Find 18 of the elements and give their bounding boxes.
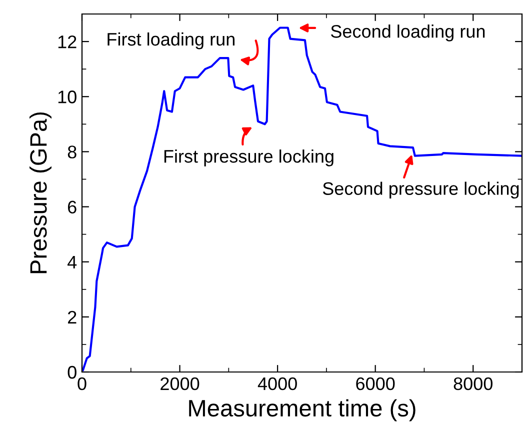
y-tick-label: 4 [68, 256, 77, 268]
y-tick-label: 0 [68, 366, 76, 379]
y-tick-label: 2 [68, 310, 76, 324]
annotation: First loading run [108, 32, 234, 50]
y-tick-label: 12 [58, 35, 76, 48]
x-tick-label: 4000 [258, 377, 297, 390]
x-tick-label: 0 [78, 377, 86, 390]
y-tick-label: 6 [68, 200, 76, 214]
annotation: Second pressure locking [322, 182, 519, 199]
y-tick-label: 10 [58, 90, 76, 104]
x-axis-title: Measurement time (s) [189, 399, 416, 422]
x-tick-label: 6000 [356, 377, 395, 390]
annotation: First pressure locking [164, 150, 334, 166]
y-tick-label: 8 [68, 146, 76, 158]
y-axis-title: Pressure (GPa) [29, 112, 52, 274]
x-tick-label: 2000 [160, 377, 200, 390]
annotation: Second loading run [330, 24, 485, 42]
x-tick-label: 8000 [454, 377, 492, 390]
